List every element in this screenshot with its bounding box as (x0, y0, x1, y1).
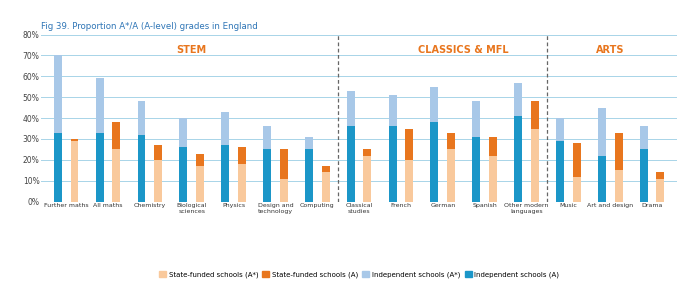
Bar (96, 133, 103, 202)
Bar (556, 118, 564, 202)
Bar (238, 147, 246, 202)
Bar (221, 145, 229, 202)
Bar (531, 101, 539, 202)
Bar (598, 156, 606, 202)
Bar (54, 133, 62, 202)
Bar (657, 179, 664, 202)
Bar (657, 172, 664, 202)
Bar (347, 126, 355, 202)
Bar (321, 166, 330, 202)
Text: Fig 39. Proportion A*/A (A-level) grades in England: Fig 39. Proportion A*/A (A-level) grades… (41, 22, 258, 31)
Bar (430, 122, 438, 202)
Bar (489, 137, 497, 202)
Bar (347, 91, 355, 202)
Bar (221, 112, 229, 202)
Bar (514, 83, 522, 202)
Bar (447, 149, 455, 202)
Bar (640, 126, 648, 202)
Bar (531, 128, 539, 202)
Bar (179, 147, 187, 202)
Bar (305, 149, 313, 202)
Bar (615, 133, 622, 202)
Bar (137, 135, 146, 202)
Bar (263, 126, 271, 202)
Bar (179, 118, 187, 202)
Bar (640, 149, 648, 202)
Bar (112, 122, 120, 202)
Bar (447, 133, 455, 202)
Bar (573, 143, 581, 202)
Bar (238, 164, 246, 202)
Legend: State-funded schools (A*), State-funded schools (A), Independent schools (A*), I: State-funded schools (A*), State-funded … (156, 268, 562, 281)
Bar (263, 149, 271, 202)
Bar (514, 116, 522, 202)
Bar (389, 126, 397, 202)
Text: STEM: STEM (176, 45, 207, 55)
Bar (321, 172, 330, 202)
Bar (363, 149, 371, 202)
Bar (598, 108, 606, 202)
Bar (70, 141, 79, 202)
Bar (155, 145, 162, 202)
Bar (54, 55, 62, 202)
Bar (489, 156, 497, 202)
Bar (406, 160, 413, 202)
Bar (96, 78, 103, 202)
Bar (573, 177, 581, 202)
Text: CLASSICS & MFL: CLASSICS & MFL (419, 45, 509, 55)
Bar (556, 141, 564, 202)
Bar (196, 154, 204, 202)
Bar (406, 128, 413, 202)
Bar (155, 160, 162, 202)
Bar (389, 95, 397, 202)
Bar (137, 101, 146, 202)
Bar (112, 149, 120, 202)
Bar (473, 101, 480, 202)
Bar (280, 149, 288, 202)
Bar (280, 179, 288, 202)
Bar (305, 137, 313, 202)
Bar (430, 87, 438, 202)
Bar (70, 139, 79, 202)
Bar (473, 137, 480, 202)
Bar (363, 156, 371, 202)
Text: ARTS: ARTS (596, 45, 624, 55)
Bar (615, 170, 622, 202)
Bar (196, 166, 204, 202)
